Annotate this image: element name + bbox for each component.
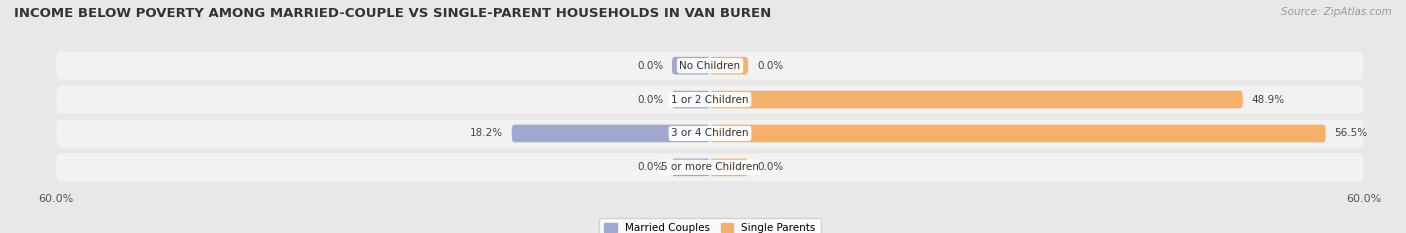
- FancyBboxPatch shape: [672, 158, 710, 176]
- FancyBboxPatch shape: [710, 57, 748, 75]
- FancyBboxPatch shape: [56, 86, 1364, 113]
- Text: 3 or 4 Children: 3 or 4 Children: [671, 128, 749, 138]
- FancyBboxPatch shape: [512, 125, 710, 142]
- FancyBboxPatch shape: [710, 91, 1243, 108]
- Text: 56.5%: 56.5%: [1334, 128, 1368, 138]
- FancyBboxPatch shape: [672, 57, 710, 75]
- Legend: Married Couples, Single Parents: Married Couples, Single Parents: [599, 218, 821, 233]
- Text: Source: ZipAtlas.com: Source: ZipAtlas.com: [1281, 7, 1392, 17]
- Text: INCOME BELOW POVERTY AMONG MARRIED-COUPLE VS SINGLE-PARENT HOUSEHOLDS IN VAN BUR: INCOME BELOW POVERTY AMONG MARRIED-COUPL…: [14, 7, 772, 20]
- Text: 48.9%: 48.9%: [1251, 95, 1285, 105]
- FancyBboxPatch shape: [56, 52, 1364, 79]
- FancyBboxPatch shape: [710, 158, 748, 176]
- Text: 5 or more Children: 5 or more Children: [661, 162, 759, 172]
- FancyBboxPatch shape: [710, 125, 1326, 142]
- Text: 0.0%: 0.0%: [756, 61, 783, 71]
- Text: 18.2%: 18.2%: [470, 128, 503, 138]
- Text: 0.0%: 0.0%: [637, 61, 664, 71]
- Text: 1 or 2 Children: 1 or 2 Children: [671, 95, 749, 105]
- Text: 0.0%: 0.0%: [637, 95, 664, 105]
- FancyBboxPatch shape: [56, 120, 1364, 147]
- Text: 0.0%: 0.0%: [637, 162, 664, 172]
- Text: 0.0%: 0.0%: [756, 162, 783, 172]
- FancyBboxPatch shape: [56, 154, 1364, 181]
- Text: No Children: No Children: [679, 61, 741, 71]
- FancyBboxPatch shape: [672, 91, 710, 108]
